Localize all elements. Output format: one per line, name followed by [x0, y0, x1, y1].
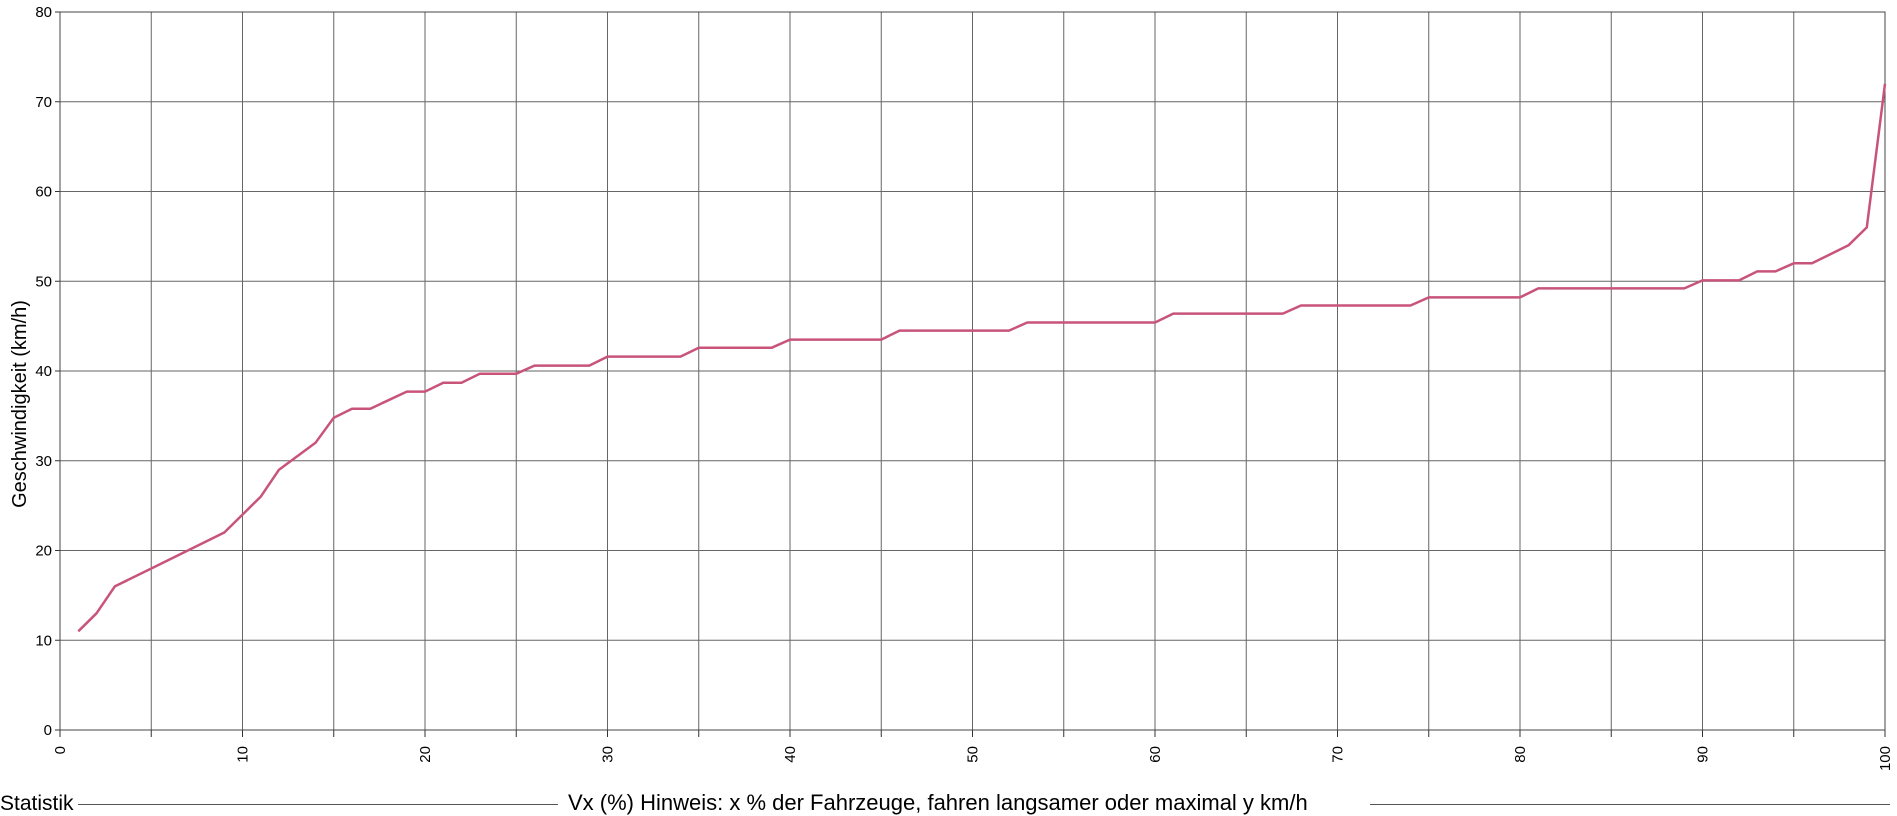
series-line: [77, 83, 1887, 633]
y-tick-label: 70: [35, 94, 52, 111]
x-tick-label: 40: [782, 746, 799, 763]
x-tick-label: 30: [600, 746, 617, 763]
statistik-section-label: Statistik: [0, 792, 74, 815]
y-tick-label: 50: [35, 273, 52, 290]
footer-rule-right: [1370, 804, 1890, 805]
x-tick-label: 100: [1877, 746, 1894, 771]
y-tick-label: 30: [35, 453, 52, 470]
x-tick-label: 70: [1330, 746, 1347, 763]
footer: Statistik Vx (%) Hinweis: x % der Fahrze…: [0, 790, 1897, 816]
y-tick-label: 20: [35, 543, 52, 560]
x-axis-title: Vx (%) Hinweis: x % der Fahrzeuge, fahre…: [568, 790, 1308, 815]
y-tick-label: 60: [35, 184, 52, 201]
plot-border: [59, 11, 1886, 731]
y-tick-label: 40: [35, 363, 52, 380]
tick-labels: 0 10 20 30 40 50 60 70 80 0 10 20 30 40 50 60 70 80 90 100: [35, 4, 1894, 771]
x-tick-label: 60: [1147, 746, 1164, 763]
x-tick-label: 0: [52, 746, 69, 754]
y-tick-label: 80: [35, 4, 52, 21]
x-tick-label: 20: [417, 746, 434, 763]
grid: [55, 11, 1886, 737]
y-tick-label: 0: [44, 722, 52, 739]
series-layer: [77, 83, 1887, 633]
x-tick-label: 50: [965, 746, 982, 763]
x-tick-label: 10: [235, 746, 252, 763]
y-tick-label: 10: [35, 632, 52, 649]
y-axis-title: Geschwindigkeit (km/h): [9, 300, 31, 508]
x-tick-label: 90: [1695, 746, 1712, 763]
footer-rule-left: [78, 804, 558, 805]
x-tick-label: 80: [1512, 746, 1529, 763]
